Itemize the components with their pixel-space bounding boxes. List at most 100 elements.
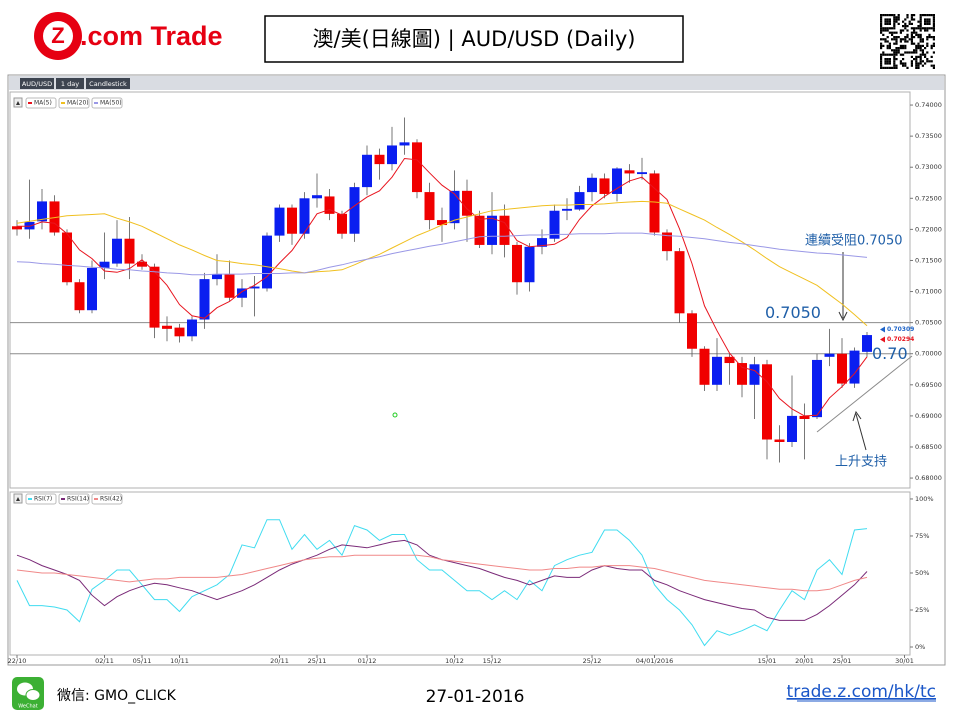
qr-cell	[895, 38, 898, 41]
qr-cell	[924, 14, 927, 17]
qr-cell	[882, 38, 885, 41]
tab[interactable]	[86, 78, 130, 89]
site-link[interactable]: trade.z.com/hk/tc	[787, 682, 936, 702]
qr-cell	[888, 14, 891, 17]
qr-cell	[926, 51, 929, 54]
qr-cell	[880, 16, 883, 19]
qr-cell	[880, 60, 883, 63]
qr-cell	[895, 47, 898, 50]
qr-cell	[913, 29, 916, 32]
qr-cell	[919, 60, 922, 63]
qr-cell	[884, 66, 887, 69]
chart-title: 澳/美(日線圖) | AUD/USD (Daily)	[313, 27, 636, 52]
qr-cell	[886, 29, 889, 32]
qr-cell	[888, 20, 891, 23]
qr-cell	[902, 44, 905, 47]
qr-cell	[913, 14, 916, 17]
legend-label: RSI(14)	[67, 496, 89, 503]
candle-body	[437, 220, 447, 226]
qr-cell	[882, 14, 885, 17]
qr-cell	[895, 40, 898, 43]
candle-body	[412, 142, 422, 193]
qr-cell	[919, 49, 922, 52]
qr-cell	[910, 51, 913, 54]
qr-cell	[884, 62, 887, 65]
candle-body	[249, 286, 260, 289]
qr-cell	[899, 62, 902, 65]
qr-cell	[897, 18, 900, 21]
qr-cell	[917, 44, 920, 47]
qr-cell	[928, 27, 931, 30]
legend-item	[25, 97, 57, 109]
x-tick-label: 25/01	[833, 657, 852, 665]
qr-cell	[899, 47, 902, 50]
qr-cell	[928, 33, 931, 36]
qr-cell	[886, 22, 889, 25]
qr-cell	[924, 47, 927, 50]
legend-label: MA(20)	[67, 100, 89, 107]
logo-mark: Z	[51, 23, 64, 48]
qr-cell	[913, 42, 916, 45]
candle-body	[712, 356, 722, 385]
candle-body	[149, 266, 160, 328]
rsi-tick-label: 0%	[915, 643, 925, 651]
y-tick-label: 0.71000	[915, 288, 942, 296]
qr-cell	[897, 36, 900, 39]
candle-body	[287, 207, 297, 234]
qr-cell	[917, 27, 920, 30]
candle-body	[374, 154, 385, 165]
qr-cell	[932, 29, 935, 32]
qr-cell	[904, 44, 907, 47]
qr-cell	[895, 49, 898, 52]
candle-body	[112, 238, 122, 264]
qr-cell	[884, 27, 887, 30]
qr-cell	[886, 14, 889, 17]
qr-cell	[932, 64, 935, 67]
qr-cell	[902, 64, 905, 67]
qr-cell	[899, 29, 902, 32]
qr-cell	[893, 49, 896, 52]
candle-body	[524, 246, 535, 283]
x-tick-label: 25/12	[583, 657, 602, 665]
qr-cell	[902, 29, 905, 32]
qr-cell	[919, 36, 922, 39]
qr-cell	[906, 51, 909, 54]
qr-cell	[895, 42, 898, 45]
qr-cell	[880, 64, 883, 67]
qr-cell	[919, 55, 922, 58]
level-label: 0.70	[872, 344, 908, 363]
qr-cell	[928, 60, 931, 63]
rsi-tick-label: 25%	[915, 606, 929, 614]
qr-cell	[897, 16, 900, 19]
qr-cell	[888, 42, 891, 45]
qr-cell	[893, 53, 896, 56]
qr-code	[880, 14, 935, 69]
tab[interactable]	[20, 78, 54, 89]
qr-cell	[906, 16, 909, 19]
qr-cell	[886, 66, 889, 69]
qr-cell	[899, 31, 902, 34]
candle-body	[187, 319, 197, 337]
qr-cell	[893, 31, 896, 34]
x-tick-label: 22/10	[8, 657, 27, 665]
qr-cell	[921, 44, 924, 47]
qr-cell	[928, 18, 931, 21]
qr-cell	[880, 42, 883, 45]
qr-cell	[899, 60, 902, 63]
legend-toggle	[16, 497, 20, 501]
x-tick-label: 10/12	[445, 657, 464, 665]
arrow-support	[855, 413, 867, 451]
qr-cell	[924, 55, 927, 58]
tab[interactable]	[56, 78, 84, 89]
qr-cell	[926, 58, 929, 61]
qr-cell	[921, 40, 924, 43]
candle-body	[687, 313, 697, 349]
qr-cell	[884, 58, 887, 61]
qr-cell	[919, 38, 922, 41]
qr-cell	[884, 53, 887, 56]
x-tick-label: 10/11	[170, 657, 189, 665]
annotation: 連續受阻0.7050	[805, 234, 903, 249]
qr-cell	[893, 18, 896, 21]
qr-cell	[880, 27, 883, 30]
